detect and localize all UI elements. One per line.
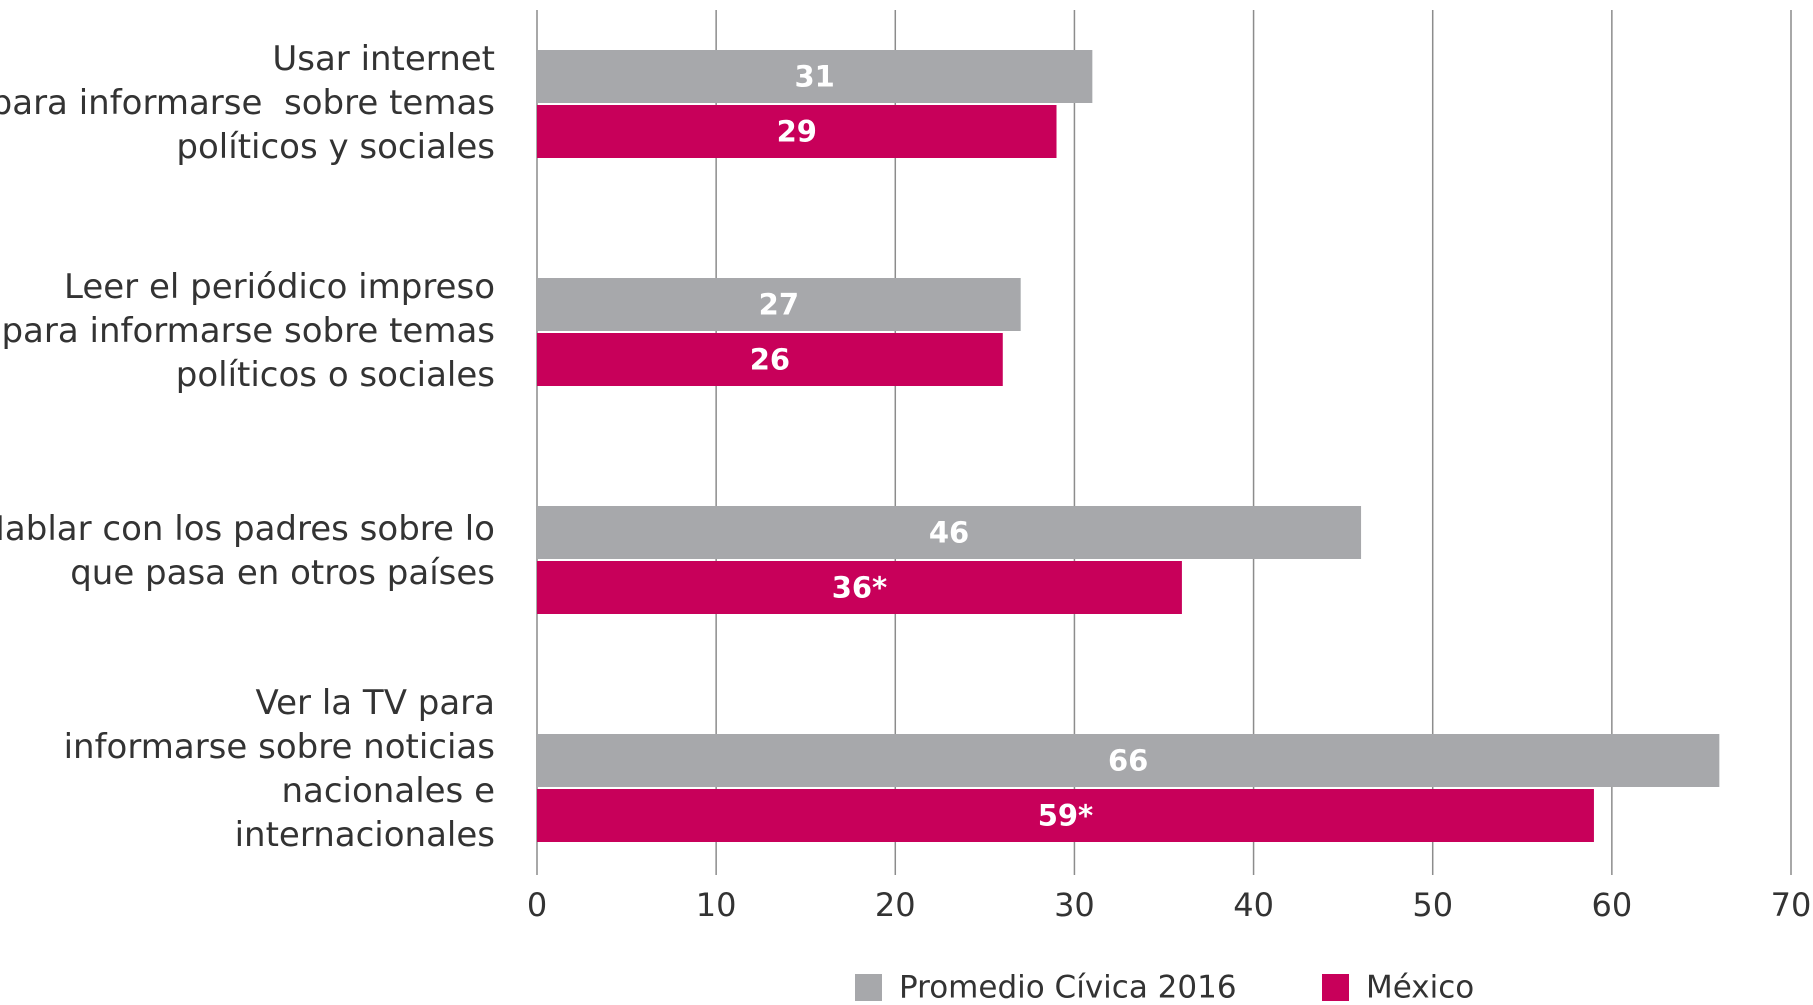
legend-swatch — [1322, 974, 1349, 1001]
x-tick-label: 40 — [1233, 886, 1274, 924]
bar — [537, 789, 1594, 842]
x-tick-label: 70 — [1771, 886, 1812, 924]
bar — [537, 333, 1003, 386]
category-label: Usar internet para informarse sobre temas… — [0, 39, 495, 167]
legend-label: Promedio Cívica 2016 — [899, 970, 1237, 1005]
x-tick-label: 0 — [527, 886, 547, 924]
legend-swatch — [855, 974, 882, 1001]
legend-label: México — [1366, 970, 1474, 1005]
value-label: 29 — [777, 115, 817, 149]
value-label: 46 — [929, 516, 969, 550]
value-label: 31 — [794, 60, 834, 94]
bar — [537, 506, 1362, 559]
bar — [537, 105, 1057, 158]
bar — [537, 561, 1182, 614]
value-label: 66 — [1108, 744, 1148, 778]
value-label: 26 — [750, 343, 790, 377]
bar — [537, 734, 1720, 787]
value-label: 36* — [832, 571, 888, 605]
category-label: Hablar con los padres sobre lo que pasa e… — [0, 509, 495, 593]
x-tick-label: 30 — [1054, 886, 1095, 924]
x-tick-label: 20 — [875, 886, 916, 924]
category-label: Ver la TV para informarse sobre noticias n… — [64, 683, 495, 855]
x-tick-label: 60 — [1591, 886, 1632, 924]
category-label: Leer el periódico impreso para informarse… — [1, 267, 495, 395]
bar — [537, 50, 1093, 103]
bar — [537, 278, 1021, 331]
x-tick-label: 50 — [1412, 886, 1453, 924]
value-label: 27 — [759, 288, 799, 322]
value-label: 59* — [1038, 799, 1094, 833]
x-tick-label: 10 — [696, 886, 737, 924]
